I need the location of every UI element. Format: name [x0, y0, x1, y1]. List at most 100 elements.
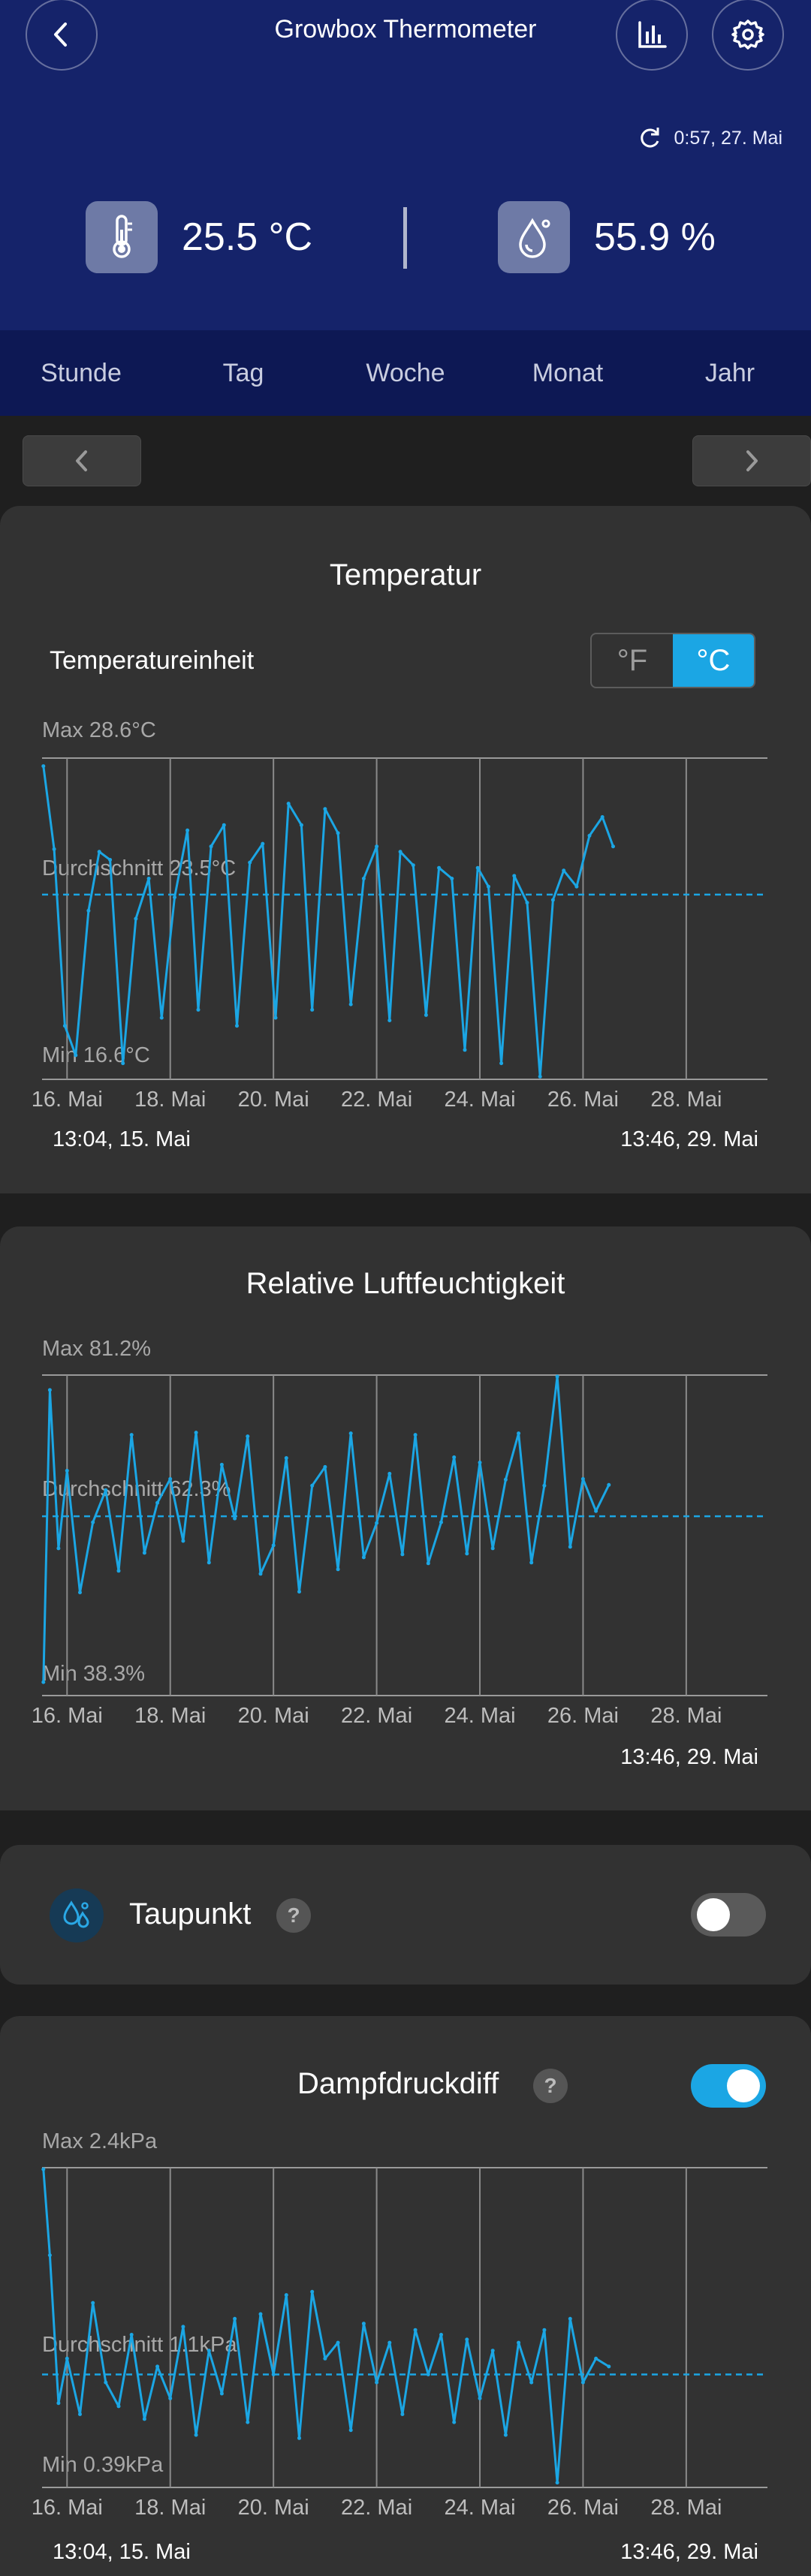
data-point [97, 850, 101, 854]
vpd-toggle-knob [727, 2069, 760, 2102]
x-tick-label: 18. Mai [134, 1088, 206, 1112]
data-point [348, 1002, 353, 1007]
bar-chart-icon [638, 21, 667, 48]
temperature-avg-label: Durchschnitt 23.5°C [42, 856, 237, 880]
data-point [439, 2333, 443, 2337]
data-point [56, 1546, 61, 1551]
settings-button[interactable] [712, 0, 784, 71]
data-point [47, 1388, 52, 1392]
reading-divider [403, 207, 407, 269]
data-point [222, 823, 226, 827]
data-point [375, 1521, 379, 1525]
next-period-button[interactable] [692, 435, 811, 486]
tab-tag[interactable]: Tag [222, 359, 264, 387]
data-point [580, 2380, 585, 2385]
data-point [400, 2412, 405, 2416]
data-point [196, 1007, 200, 1012]
vpd-toggle[interactable] [691, 2064, 766, 2108]
data-point [209, 844, 213, 849]
thermometer-icon [86, 201, 158, 273]
dewpoint-help-icon[interactable]: ? [276, 1898, 311, 1933]
data-point [142, 1551, 146, 1555]
data-point [310, 1483, 315, 1488]
data-point [323, 2356, 327, 2361]
x-tick-label: 26. Mai [547, 2496, 619, 2520]
data-point [487, 884, 490, 889]
statistics-button[interactable] [616, 0, 688, 71]
unit-celsius-option[interactable]: °C [673, 634, 754, 687]
data-point [580, 1476, 585, 1481]
humidity-reading: 55.9 % [498, 201, 716, 273]
x-tick-label: 28. Mai [650, 2496, 722, 2520]
data-point [529, 2380, 534, 2385]
chevron-right-icon [746, 450, 758, 471]
temperature-range-end: 13:46, 29. Mai [620, 1127, 758, 1151]
data-point [607, 1482, 611, 1487]
data-point [207, 2349, 211, 2353]
data-point [555, 1374, 559, 1379]
tab-monat[interactable]: Monat [532, 359, 604, 387]
data-point [475, 865, 480, 870]
data-point [426, 1561, 430, 1566]
data-point [146, 877, 151, 880]
sync-time: 0:57, 27. Mai [674, 127, 782, 149]
vpd-title: Dampfdruckdiff [297, 2067, 499, 2100]
data-point [129, 2333, 134, 2337]
tab-stunde[interactable]: Stunde [41, 359, 122, 387]
data-point [517, 1431, 521, 1436]
data-point [284, 1456, 288, 1460]
data-point [542, 2328, 547, 2332]
data-point [233, 1516, 237, 1521]
data-point [413, 2328, 418, 2332]
data-point [562, 868, 566, 873]
vpd-avg-label: Durchschnitt 1.1kPa [42, 2333, 237, 2357]
data-point [490, 1546, 495, 1551]
droplet-icon [498, 201, 570, 273]
data-point [284, 2293, 288, 2298]
chevron-left-icon [76, 450, 87, 471]
data-point [86, 908, 91, 913]
data-point [594, 2356, 598, 2361]
data-point [286, 802, 291, 806]
data-point [542, 1483, 547, 1488]
data-point [361, 1555, 366, 1560]
vpd-min-label: Min 0.39kPa [42, 2453, 164, 2477]
refresh-icon[interactable] [636, 125, 663, 152]
data-point [52, 847, 56, 851]
data-point [258, 2312, 263, 2316]
data-point [478, 2396, 482, 2400]
data-point [299, 823, 303, 827]
dewpoint-card: Taupunkt ? [0, 1845, 811, 1985]
data-point [246, 1434, 250, 1439]
dewpoint-toggle[interactable] [691, 1893, 766, 1937]
app-header: Growbox Thermometer 0:57, 27. Mai 25.5 °… [0, 0, 811, 330]
data-point [62, 1024, 67, 1028]
vpd-help-icon[interactable]: ? [533, 2069, 568, 2103]
data-point [499, 1061, 504, 1066]
data-point [594, 1509, 598, 1513]
data-point [248, 860, 252, 865]
data-point [104, 2380, 108, 2385]
data-point [387, 1019, 392, 1022]
tab-jahr[interactable]: Jahr [704, 359, 755, 387]
humidity-chart: 16. Mai 18. Mai 20. Mai 22. Mai 24. Mai 26. M… [32, 1374, 767, 1728]
data-point [310, 2289, 315, 2294]
x-tick-label: 20. Mai [238, 2496, 309, 2520]
data-point [142, 2417, 146, 2421]
tab-woche[interactable]: Woche [366, 359, 445, 387]
data-point [219, 1462, 224, 1467]
data-point [78, 1590, 82, 1595]
gear-icon [731, 20, 764, 50]
vpd-card: Dampfdruckdiff ? [0, 2016, 811, 2576]
data-point [273, 1016, 278, 1020]
data-point [116, 1569, 121, 1573]
data-point [297, 1590, 301, 1594]
data-point [437, 865, 442, 870]
previous-period-button[interactable] [23, 435, 141, 486]
back-button[interactable] [26, 0, 98, 71]
temperature-value: 25.5 °C [182, 215, 313, 259]
data-point [258, 1572, 263, 1576]
unit-fahrenheit-option[interactable]: °F [617, 644, 648, 677]
temperature-unit-toggle[interactable]: °F °C [590, 633, 755, 688]
data-point [91, 1520, 95, 1524]
